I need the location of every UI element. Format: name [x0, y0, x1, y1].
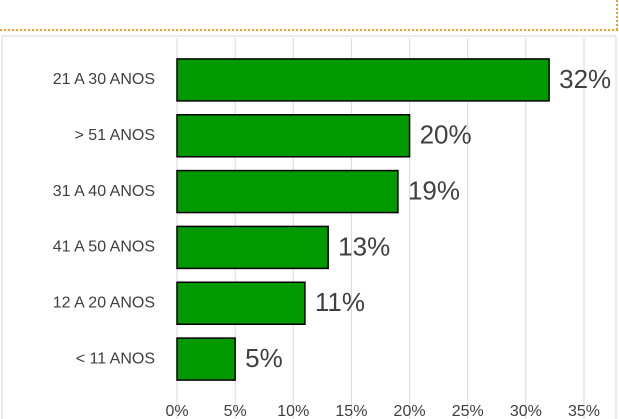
data-label: 20% — [420, 120, 472, 150]
bar — [176, 58, 550, 102]
x-tick-label: 30% — [510, 403, 542, 419]
data-label: 19% — [408, 175, 460, 205]
data-label: 11% — [315, 287, 365, 317]
y-tick-label: 41 A 50 ANOS — [53, 239, 155, 256]
x-tick-label: 25% — [452, 403, 484, 419]
bar — [176, 225, 329, 270]
bar — [176, 281, 306, 325]
y-tick-label: 31 A 40 ANOS — [53, 183, 155, 200]
x-tick-label: 15% — [335, 403, 367, 419]
bar — [176, 169, 399, 214]
data-label: 5% — [245, 343, 283, 373]
y-tick-label: 21 A 30 ANOS — [53, 71, 155, 88]
data-label: 32% — [559, 64, 611, 94]
bar — [176, 337, 236, 381]
x-tick-label: 0% — [165, 403, 188, 419]
y-tick-label: > 51 ANOS — [75, 127, 156, 144]
x-tick-label: 5% — [224, 403, 247, 419]
x-tick-label: 20% — [394, 403, 426, 419]
x-tick-label: 35% — [568, 403, 600, 419]
plot-frame — [1, 35, 617, 419]
y-tick-label: < 11 ANOS — [76, 350, 155, 367]
y-tick-label: 12 A 20 ANOS — [53, 294, 155, 311]
x-tick-label: 10% — [277, 403, 309, 419]
bar — [176, 114, 411, 158]
data-label: 13% — [338, 231, 390, 261]
